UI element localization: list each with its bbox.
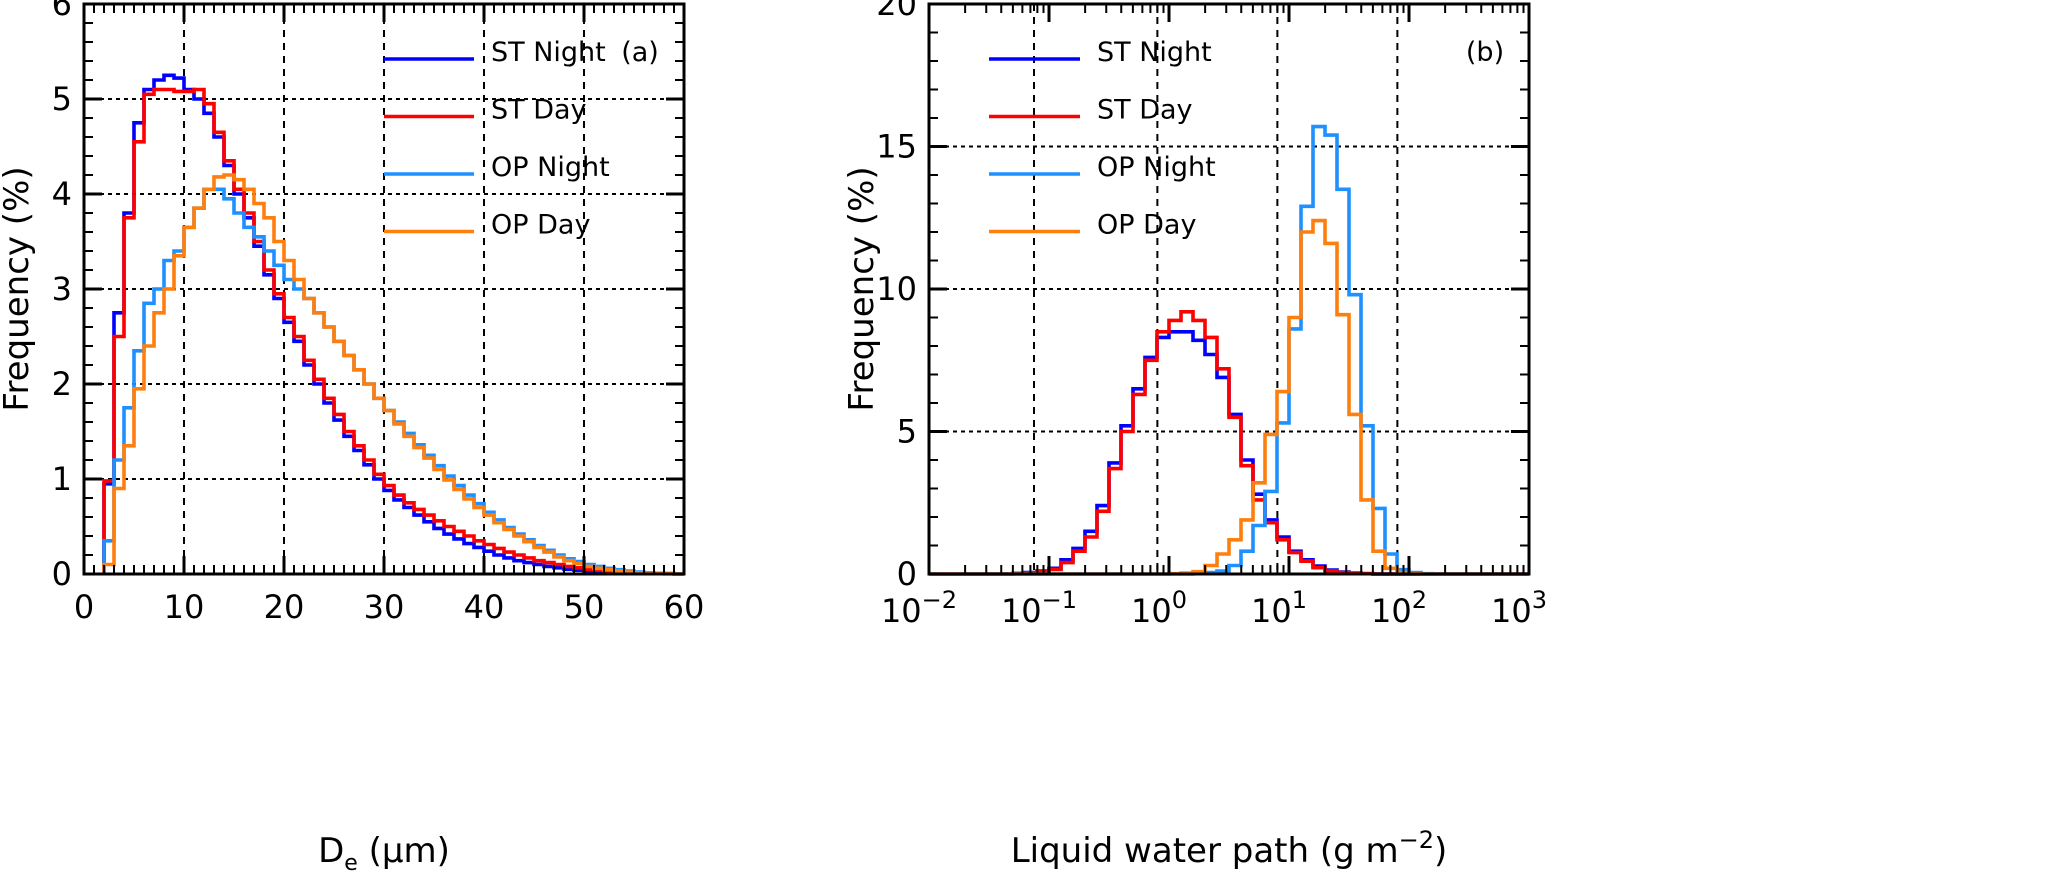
x-tick-label: 10−1 <box>1001 586 1077 630</box>
x-tick-label: 40 <box>464 588 505 626</box>
legend-label: ST Night <box>491 37 606 68</box>
x-tick-label: 0 <box>74 588 94 626</box>
series-op-night <box>929 124 1529 576</box>
y-axis-label: Frequency (%) <box>0 166 37 411</box>
x-tick-base: 10 <box>1001 592 1042 630</box>
series-op-night <box>102 187 684 576</box>
legend-label: OP Night <box>1097 152 1216 183</box>
y-tick-label: 3 <box>52 270 72 308</box>
x-tick-base: 10 <box>1131 592 1172 630</box>
legend-label: OP Night <box>491 152 610 183</box>
y-tick-label: 10 <box>876 270 917 308</box>
legend-label: ST Day <box>491 95 587 126</box>
y-tick-label: 20 <box>876 0 917 23</box>
x-tick-exponent: −2 <box>922 586 957 614</box>
x-tick-label: 101 <box>1251 586 1307 630</box>
x-tick-base: 10 <box>881 592 922 630</box>
y-tick-label: 5 <box>897 413 917 451</box>
x-tick-label: 100 <box>1131 586 1187 630</box>
y-tick-label: 0 <box>897 555 917 593</box>
x-tick-label: 20 <box>264 588 305 626</box>
y-tick-label: 2 <box>52 365 72 403</box>
x-axis-label-subscript: e <box>344 851 358 876</box>
panel-a: 0 10 20 30 40 50 60 0 1 2 3 4 5 6 De (μm) Frequency (%)… <box>0 0 704 876</box>
x-tick-label: 50 <box>564 588 605 626</box>
x-tick-base: 10 <box>1371 592 1412 630</box>
x-tick-exponent: 3 <box>1532 586 1547 614</box>
x-tick-label: 103 <box>1491 586 1547 630</box>
x-axis-label-text: Liquid water path (g m <box>1011 831 1399 871</box>
panel-label: (b) <box>1466 37 1504 68</box>
x-tick-label: 30 <box>364 588 405 626</box>
x-axis-label-units: (μm) <box>358 831 450 871</box>
x-tick-exponent: 1 <box>1292 586 1307 614</box>
x-tick-label: 60 <box>664 588 705 626</box>
x-tick-label: 10−2 <box>881 586 957 630</box>
y-tick-label: 0 <box>52 555 72 593</box>
x-tick-base: 10 <box>1491 592 1532 630</box>
series-op-day <box>102 173 684 576</box>
x-axis-label: Liquid water path (g m−2) <box>1011 826 1448 871</box>
x-axis-label-close: ) <box>1434 831 1447 871</box>
x-tick-exponent: 2 <box>1412 586 1427 614</box>
panel-label: (a) <box>621 37 659 68</box>
legend-label: OP Day <box>491 210 590 241</box>
x-axis-label: De (μm) <box>318 831 450 876</box>
series-st-day <box>929 310 1529 576</box>
x-tick-exponent: −1 <box>1042 586 1077 614</box>
x-tick-base: 10 <box>1251 592 1292 630</box>
y-axis-label: Frequency (%) <box>842 166 882 411</box>
y-tick-label: 15 <box>876 128 917 166</box>
series-st-night <box>102 73 684 576</box>
x-axis-label-exponent: −2 <box>1399 826 1434 854</box>
x-tick-label: 102 <box>1371 586 1427 630</box>
legend-label: ST Night <box>1097 37 1212 68</box>
y-tick-label: 6 <box>52 0 72 23</box>
x-tick-exponent: 0 <box>1172 586 1187 614</box>
x-tick-label: 10 <box>164 588 205 626</box>
y-tick-label: 5 <box>52 80 72 118</box>
x-axis-label-main: D <box>318 831 344 871</box>
y-tick-label: 4 <box>52 175 72 213</box>
legend-label: OP Day <box>1097 210 1196 241</box>
y-tick-label: 1 <box>52 460 72 498</box>
legend-label: ST Day <box>1097 95 1193 126</box>
